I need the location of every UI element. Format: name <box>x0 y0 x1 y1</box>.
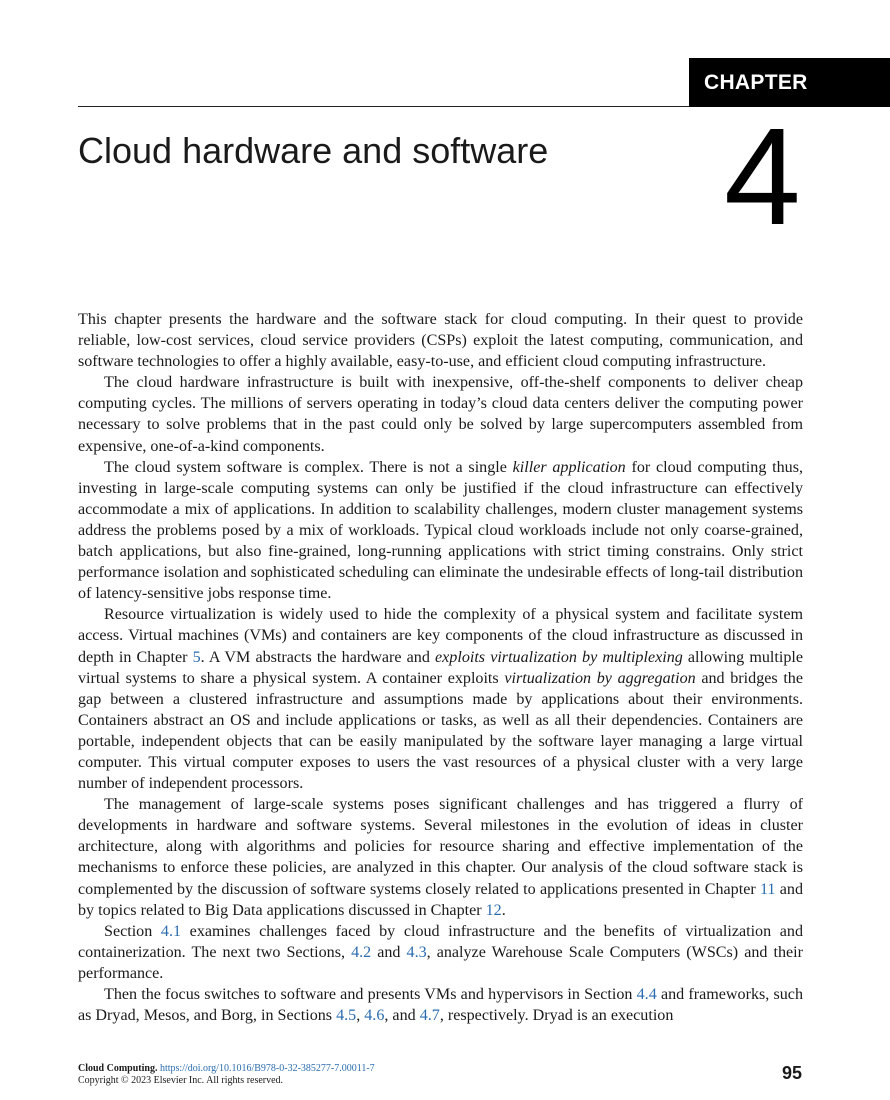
text-run: examines challenges faced by cloud infra… <box>78 922 804 961</box>
text-run: , respectively. Dryad is an execution <box>439 1007 674 1025</box>
emphasis-text: virtualization by aggregation <box>504 669 696 687</box>
chapter-body: This chapter presents the hardware and t… <box>78 309 803 1026</box>
page-footer: Cloud Computing. https://doi.org/10.1016… <box>78 1063 803 1087</box>
cross-reference-link[interactable]: 4.4 <box>636 986 657 1003</box>
text-run: allowing multiple virtual systems to sha… <box>78 648 803 687</box>
cross-reference-link[interactable]: 4.3 <box>406 943 427 961</box>
paragraph: The cloud system software is complex. Th… <box>78 457 803 605</box>
footer-copyright: Copyright © 2023 Elsevier Inc. All right… <box>78 1075 284 1086</box>
cross-reference-link[interactable]: 12 <box>485 901 502 919</box>
paragraph: Section 4.1 examines challenges faced by… <box>78 921 803 984</box>
cross-reference-link[interactable]: 5 <box>192 648 201 666</box>
chapter-label: CHAPTER <box>689 58 890 107</box>
paragraph: The management of large-scale systems po… <box>78 794 803 921</box>
text-run: and <box>371 943 407 961</box>
text-run: for cloud computing thus, investing in l… <box>78 458 803 603</box>
cross-reference-link[interactable]: 4.6 <box>364 1007 385 1025</box>
text-run: . <box>501 901 506 919</box>
paragraph: The cloud hardware infrastructure is bui… <box>78 372 803 456</box>
footer-citation: Cloud Computing. https://doi.org/10.1016… <box>78 1063 803 1075</box>
text-run: This chapter presents the hardware and t… <box>78 311 803 371</box>
text-run: and frame­works, such as Dryad, Mesos, a… <box>78 986 803 1025</box>
text-run: The cloud hardware infrastructure is bui… <box>78 374 803 455</box>
text-run: . A VM abstracts the hardware and <box>200 648 436 666</box>
emphasis-text: killer application <box>512 458 626 476</box>
text-run: Section <box>104 922 161 940</box>
chapter-title: Cloud hardware and software <box>78 130 549 171</box>
text-run: Resource virtualization is widely used t… <box>78 606 803 666</box>
text-run: and bridges the gap between a clustered … <box>78 669 803 793</box>
chapter-number: 4 <box>724 100 801 254</box>
text-run: , <box>356 1007 365 1025</box>
text-run: , and <box>384 1007 420 1025</box>
cross-reference-link[interactable]: 11 <box>759 880 776 898</box>
emphasis-text: exploits virtualization by multi­plexing <box>435 648 683 666</box>
page-number: 95 <box>781 1063 802 1083</box>
paragraph: Then the focus switches to software and … <box>78 984 803 1026</box>
text-run: The management of large-scale systems po… <box>78 796 803 898</box>
text-run: The cloud system software is complex. Th… <box>104 458 513 476</box>
cross-reference-link[interactable]: 4.5 <box>336 1007 357 1025</box>
cross-reference-link[interactable]: 4.1 <box>160 922 182 940</box>
paragraph: Resource virtualization is widely used t… <box>78 604 803 794</box>
paragraph: This chapter presents the hardware and t… <box>78 309 803 372</box>
cross-reference-link[interactable]: 4.7 <box>419 1007 440 1025</box>
cross-reference-link[interactable]: 4.2 <box>351 943 372 961</box>
footer-doi-link[interactable]: https://doi.org/10.1016/B978-0-32-385277… <box>159 1063 375 1074</box>
text-run: Then the focus switches to software and … <box>104 986 637 1003</box>
header-rule <box>78 106 690 107</box>
footer-book-title: Cloud Computing. <box>78 1063 158 1074</box>
text-run: and by topics related to Big Data applic… <box>78 880 803 919</box>
text-run: , analyze Warehouse Scale Computers (WSC… <box>78 943 803 982</box>
